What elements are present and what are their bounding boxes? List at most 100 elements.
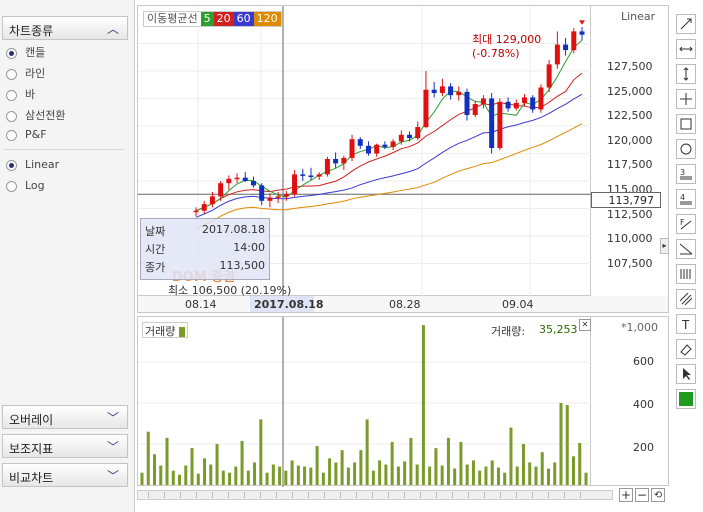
- ma-5-badge[interactable]: 5: [200, 12, 214, 26]
- candle-body: [472, 104, 478, 115]
- volume-bar: [578, 442, 582, 485]
- trend-line-tool-icon[interactable]: [676, 14, 696, 34]
- volume-bar: [478, 470, 482, 485]
- volume-chart-canvas: [138, 317, 592, 487]
- selection-tool-icon[interactable]: [676, 364, 696, 384]
- volume-bar: [565, 405, 569, 485]
- volume-bar: [284, 470, 288, 485]
- volume-readout-label: 거래량:: [491, 325, 526, 338]
- close-icon[interactable]: ✕: [579, 319, 591, 331]
- text-tool-icon[interactable]: T: [676, 314, 696, 334]
- candle-body: [530, 97, 536, 110]
- fibonacci-4-tool-icon[interactable]: 4: [676, 189, 696, 209]
- candle-body: [513, 102, 519, 109]
- moving-average-legend[interactable]: 이동평균선 5 20 60 120: [143, 11, 282, 27]
- rectangle-tool-icon[interactable]: [676, 114, 696, 134]
- volume-bar: [428, 466, 432, 485]
- chart-type-option[interactable]: 바: [6, 86, 35, 102]
- candle-body: [423, 89, 429, 128]
- angle-line-tool-icon[interactable]: [676, 239, 696, 259]
- min-price-label: 최소 106,500 (20.19%): [168, 284, 292, 297]
- vertical-bars-tool-icon[interactable]: [676, 264, 696, 284]
- radio-icon[interactable]: [6, 110, 17, 122]
- candle-body: [538, 87, 544, 110]
- volume-bar: [228, 472, 232, 485]
- candle-body: [316, 174, 322, 177]
- volume-bar: [203, 458, 207, 485]
- price-tick: 117,500: [607, 158, 653, 172]
- horizontal-scrollbar[interactable]: [137, 490, 613, 500]
- ma-120-badge[interactable]: 120: [253, 12, 281, 26]
- chart-type-header[interactable]: 차트종류 ︿: [2, 16, 128, 40]
- volume-bar: [265, 472, 269, 485]
- radio-icon[interactable]: [6, 129, 17, 141]
- radio-icon[interactable]: [6, 159, 17, 171]
- volume-bar: [471, 460, 475, 485]
- scale-option[interactable]: Linear: [6, 158, 59, 174]
- chevron-down-icon[interactable]: ﹀: [106, 411, 119, 425]
- color-picker-icon[interactable]: [676, 389, 696, 409]
- volume-chart-pane[interactable]: 거래량 거래량: 35,253: [137, 316, 592, 487]
- candle-body: [497, 101, 503, 148]
- price-tick: 120,000: [607, 133, 653, 147]
- fan-line-tool-icon[interactable]: F: [676, 214, 696, 234]
- price-axis[interactable]: Linear 127,500 125,000 122,500 120,000 117,5…: [591, 5, 669, 296]
- volume-label: 거래량: [145, 325, 176, 338]
- volume-bar: [278, 466, 282, 485]
- volume-bar: [378, 460, 382, 485]
- fibonacci-3-tool-icon[interactable]: 3: [676, 164, 696, 184]
- volume-tick: 200: [633, 441, 654, 454]
- date-axis: 08.14 2017.08.18 08.28 09.04: [137, 296, 669, 313]
- volume-bar: [159, 465, 163, 485]
- candle-body: [464, 91, 470, 115]
- tooltip-date: 2017.08.18: [202, 223, 265, 236]
- eraser-tool-icon[interactable]: [676, 339, 696, 359]
- tooltip-time: 14:00: [233, 241, 265, 254]
- chart-type-option[interactable]: 라인: [6, 65, 45, 81]
- radio-icon[interactable]: [6, 180, 17, 192]
- reset-zoom-button[interactable]: ⟲: [651, 488, 665, 502]
- volume-legend[interactable]: 거래량: [142, 322, 188, 338]
- candle-body: [341, 157, 347, 164]
- svg-text:F: F: [680, 218, 685, 227]
- candle-body: [218, 183, 224, 197]
- panel-toggle-icon[interactable]: ▸: [660, 238, 669, 254]
- horizontal-line-tool-icon[interactable]: [676, 39, 696, 59]
- chart-type-option[interactable]: 캔들: [6, 44, 45, 60]
- volume-bar: [490, 460, 494, 485]
- volume-bar: [315, 446, 319, 485]
- ma-20-badge[interactable]: 20: [213, 12, 234, 26]
- volume-bar: [296, 465, 300, 485]
- overlay-menu-1[interactable]: 보조지표 ﹀: [2, 434, 128, 458]
- radio-icon[interactable]: [6, 89, 17, 101]
- date-label: 08.14: [185, 298, 217, 311]
- circle-tool-icon[interactable]: [676, 139, 696, 159]
- zoom-in-button[interactable]: +: [619, 488, 633, 502]
- menu-label: 오버레이: [9, 413, 54, 427]
- chart-type-option[interactable]: P&F: [6, 128, 47, 144]
- crosshair-tool-icon[interactable]: [676, 89, 696, 109]
- ma-20-line: [195, 72, 583, 212]
- svg-text:4: 4: [680, 193, 685, 202]
- candle-body: [292, 174, 298, 195]
- parallel-lines-tool-icon[interactable]: [676, 289, 696, 309]
- ma-60-badge[interactable]: 60: [233, 12, 254, 26]
- radio-icon[interactable]: [6, 47, 17, 59]
- chart-settings-panel: 차트종류 ︿ 캔들 라인 바 삼선전환 P&F Linear Log 오버레이 ﹀ 보조지표 ﹀…: [0, 0, 135, 512]
- chevron-down-icon[interactable]: ﹀: [106, 440, 119, 454]
- chevron-down-icon[interactable]: ﹀: [106, 469, 119, 483]
- volume-bar: [140, 472, 144, 485]
- radio-icon[interactable]: [6, 68, 17, 80]
- overlay-menu-2[interactable]: 비교차트 ﹀: [2, 463, 128, 487]
- scrollbar-thumb[interactable]: [148, 492, 588, 498]
- overlay-menu-0[interactable]: 오버레이 ﹀: [2, 405, 128, 429]
- price-chart-pane[interactable]: 이동평균선 5 20 60 120 최대 129,000 (-0.78%) 최소…: [137, 5, 592, 297]
- chart-type-option[interactable]: 삼선전환: [6, 107, 65, 123]
- vertical-line-tool-icon[interactable]: [676, 64, 696, 84]
- chevron-up-icon[interactable]: ︿: [106, 22, 119, 36]
- scale-option[interactable]: Log: [6, 179, 45, 195]
- volume-bar: [253, 462, 257, 485]
- zoom-out-button[interactable]: −: [635, 488, 649, 502]
- volume-bar: [309, 467, 313, 485]
- volume-bar: [334, 462, 338, 485]
